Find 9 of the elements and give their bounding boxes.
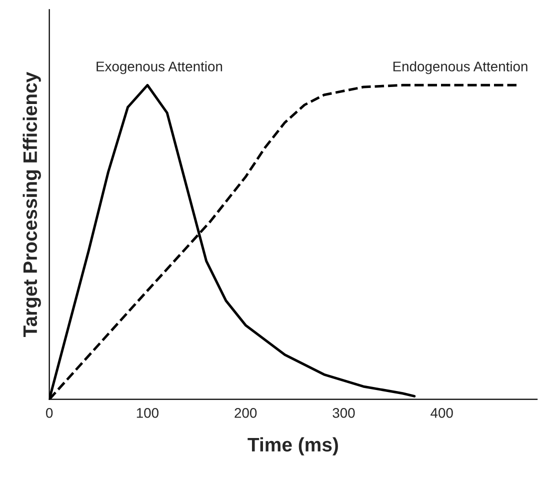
x-tick-label: 200 (234, 408, 257, 418)
x-tick-label: 100 (136, 408, 158, 418)
series-label: Endogenous Attention (393, 61, 528, 74)
x-tick-label: 0 (46, 408, 53, 418)
y-axis-title: Target Processing Efficiency (22, 72, 41, 338)
series-label: Exogenous Attention (96, 61, 222, 74)
x-tick-label: 400 (430, 408, 453, 418)
x-tick-label: 300 (332, 408, 355, 418)
x-axis-title: Time (ms) (248, 437, 338, 456)
